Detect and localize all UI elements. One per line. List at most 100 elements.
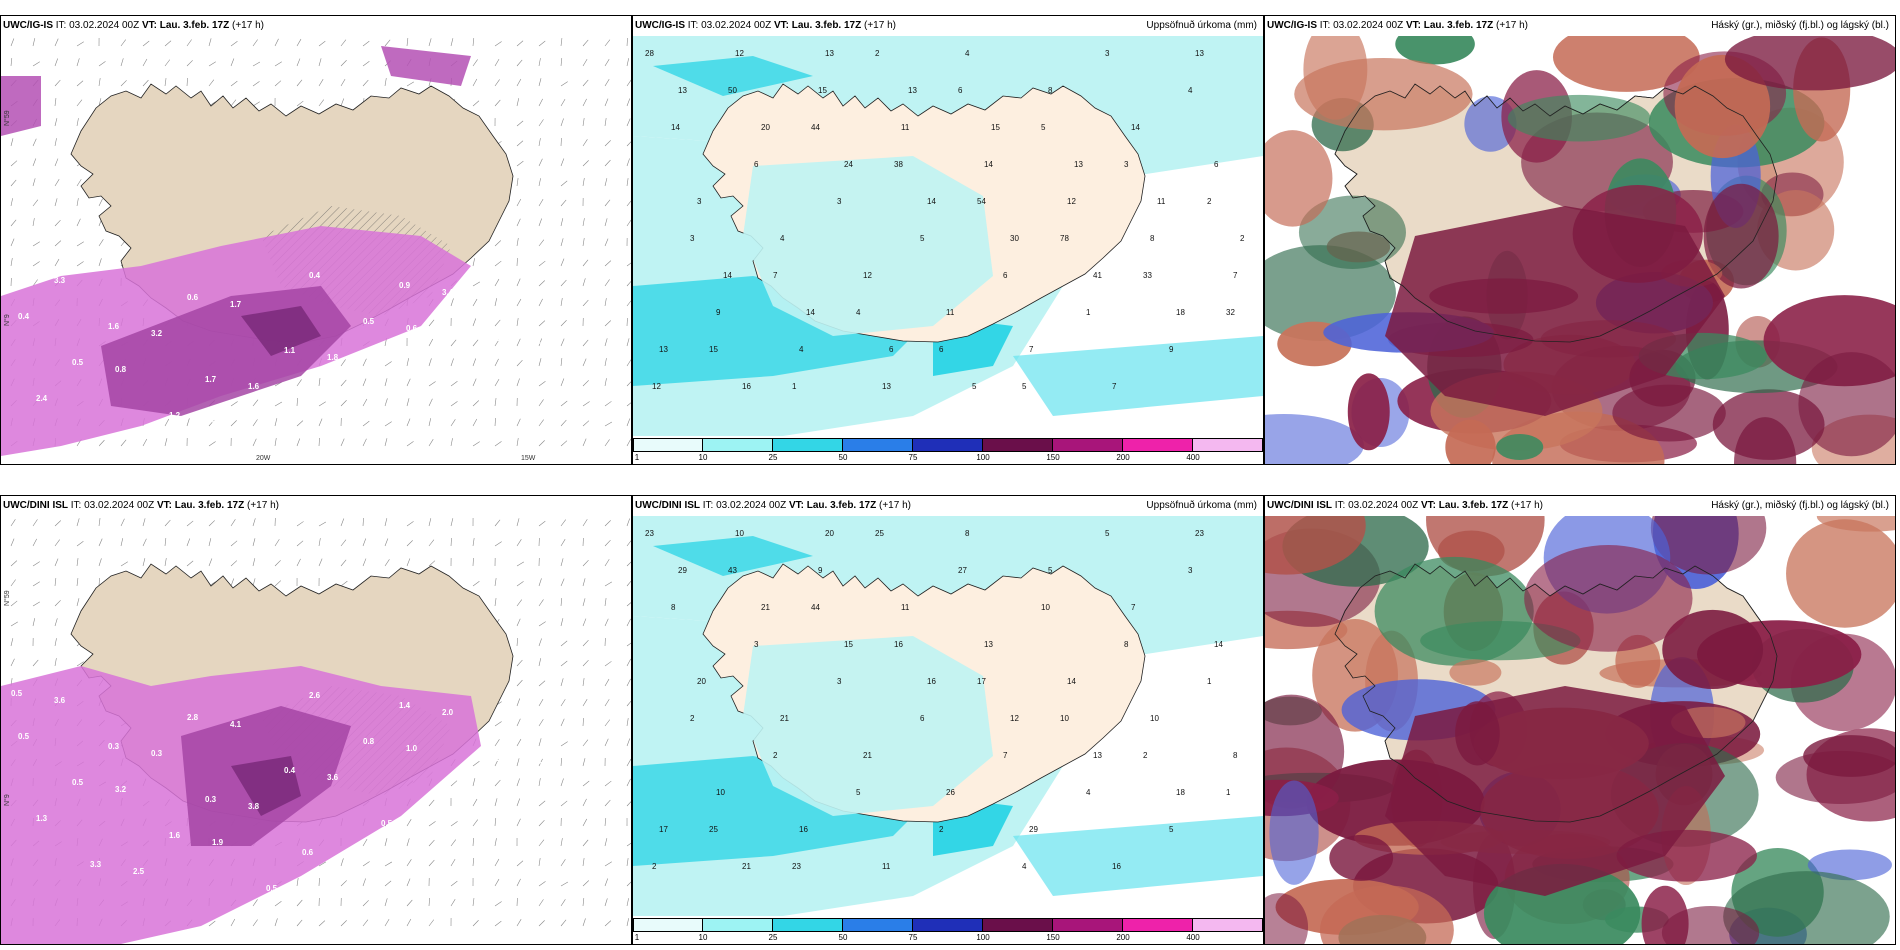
wind-barb [406,838,410,847]
wind-barb [538,320,546,327]
wind-barb [538,119,544,127]
wind-barb [626,98,631,107]
wind-barb [626,281,631,287]
wind-barb [384,421,392,427]
precip-labels: 0.5 0.3 0.3 0.6 1.4 2.5 0.8 3.3 2.8 0.4 0.5 0.4 3.9 0… [11,689,605,893]
accum-value: 14 [723,271,732,280]
precip-value: 3.8 [248,802,260,811]
wind-barb [384,880,392,887]
colorbar-tick: 200 [1116,453,1130,462]
wind-barb [76,80,84,87]
wind-barb [582,839,589,847]
colorbar-frame [633,438,1263,452]
cloud-map [1265,516,1895,944]
lead-time: (+17 h) [879,500,911,511]
wind-barb [472,100,480,107]
precip-map: 4.6 1.6 1.7 0.6 0.9 0.6 1.2 0.7 0.6 1.1 3.5 1.3 0.5 0… [1,37,631,462]
vt-value: Lau. 3.feb. 17Z [1423,20,1494,31]
wind-barb [32,138,37,147]
wind-barb [626,642,631,647]
accum-value: 14 [806,308,815,317]
wind-barb [582,218,585,227]
wind-barb [472,580,480,587]
accum-value: 4 [965,49,970,58]
wind-barb [494,398,497,407]
wind-barb [626,918,629,927]
wind-barb [516,698,521,707]
wind-barb [428,919,435,927]
wind-barb [626,718,629,727]
wind-barb [560,618,564,627]
wind-barb [472,418,478,427]
wind-barb [516,860,524,867]
accum-value: 14 [1131,123,1140,132]
wind-barb [252,81,260,87]
accum-value: 4 [1086,788,1091,797]
wind-barb [428,358,432,367]
wind-barb [208,538,212,547]
wind-barb [516,718,521,727]
wind-barb [494,721,502,727]
colorbar-segment [633,438,703,452]
wind-barb [164,558,167,567]
vt-label: VT: [773,20,789,31]
wind-barb [538,178,541,187]
accum-value: 2 [939,825,944,834]
wind-barb [340,858,344,867]
wind-barb [516,178,519,187]
accum-value: 2 [875,49,880,58]
wind-barb [560,539,566,547]
wind-barb [450,880,458,887]
wind-barb [98,558,102,567]
wind-barb [384,898,388,907]
precip-value: 0.4 [284,766,296,775]
accum-value: 3 [1188,566,1193,575]
accum-value: 3 [690,234,695,243]
wind-barb [626,58,629,67]
wind-barb [560,598,563,607]
accum-value: 21 [761,603,770,612]
lead-time: (+17 h) [1511,500,1543,511]
wind-barb [582,278,586,287]
wind-barb [296,420,304,427]
precip-value: 0.6 [406,324,418,333]
wind-barb [274,418,278,427]
wind-barb [296,878,299,887]
wind-barb [582,578,586,587]
wind-barb [604,260,612,267]
wind-barb [120,538,124,547]
wind-barb [538,839,545,847]
wind-barb [76,118,79,127]
wind-barb [32,581,40,587]
wind-barb [538,358,542,367]
wind-barb [362,398,368,407]
wind-barb [142,558,146,567]
wind-barb [626,158,630,167]
wind-barb [560,699,566,707]
wind-barb [516,618,521,627]
wind-barb [626,580,631,587]
precip-band [241,306,321,356]
it-value: 03.02.2024 00Z [716,500,787,511]
precip-value: 0.5 [11,689,23,698]
accum-value: 3 [837,197,842,206]
it-value: 03.02.2024 00Z [701,20,772,31]
wind-barb [340,539,347,547]
wind-barb [98,258,102,267]
wind-barb [362,878,366,887]
wind-barb [626,842,631,847]
wind-barb [538,399,544,407]
panel-header: UWC/DINI ISL IT: 03.02.2024 00Z VT: Lau.… [1265,496,1895,516]
wind-barb [516,140,524,147]
wind-barb [538,260,546,267]
accum-value: 13 [659,345,668,354]
wind-barb [560,158,565,167]
wind-barb [450,381,458,387]
colorbar-tick: 100 [976,453,990,462]
precip-value: 1.3 [36,814,48,823]
wind-barb [406,418,411,427]
wind-barb [560,320,567,327]
wind-barb [406,859,412,867]
wind-barb [604,581,613,587]
wind-barb [560,899,566,907]
